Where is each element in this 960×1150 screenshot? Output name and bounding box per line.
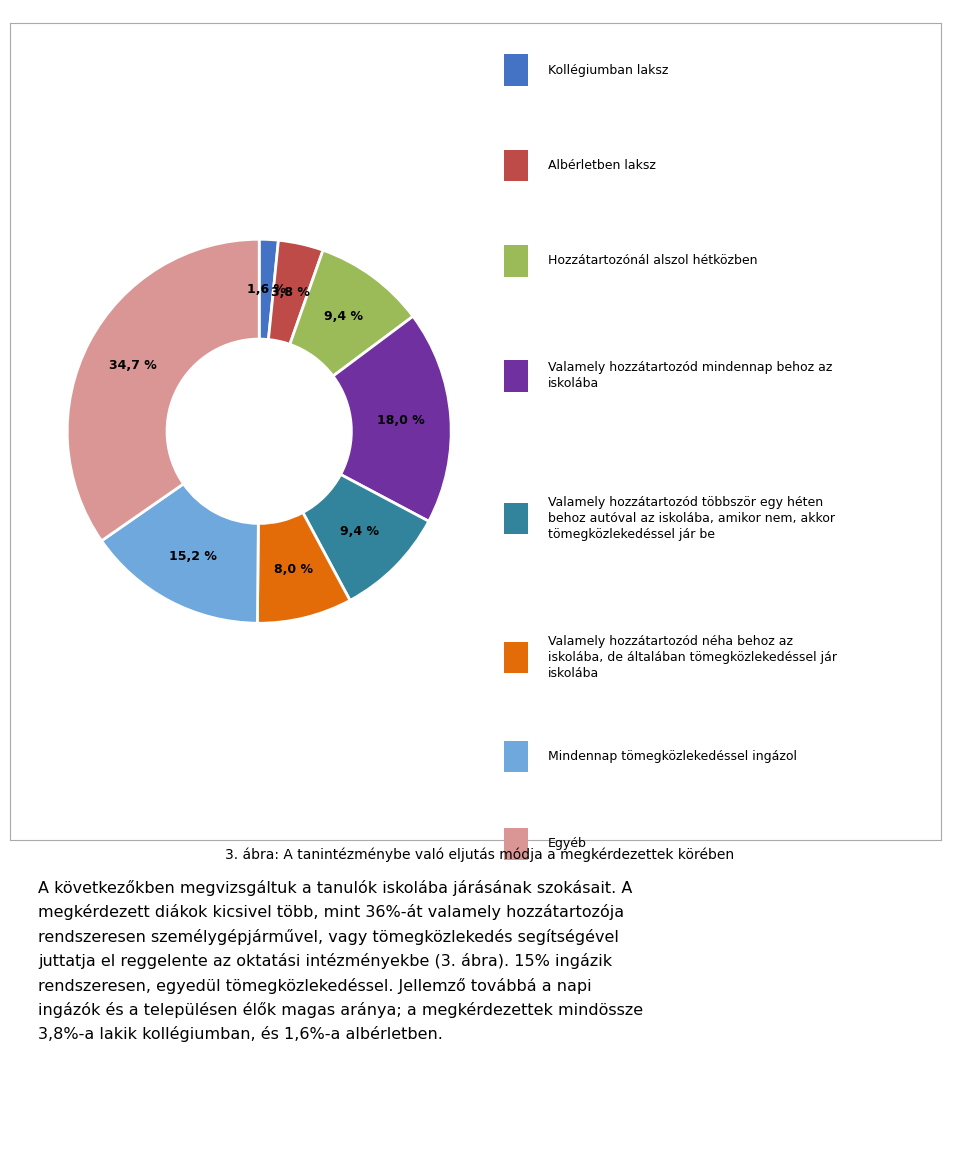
Text: 3,8 %: 3,8 %: [271, 286, 310, 299]
Wedge shape: [333, 316, 451, 521]
Text: Valamely hozzátartozód néha behoz az
iskolába, de általában tömegközlekedéssel j: Valamely hozzátartozód néha behoz az isk…: [548, 635, 837, 680]
Text: 18,0 %: 18,0 %: [377, 414, 424, 427]
Text: Hozzátartozónál alszol hétközben: Hozzátartozónál alszol hétközben: [548, 254, 757, 267]
Text: Kollégiumban laksz: Kollégiumban laksz: [548, 63, 668, 77]
Text: A következőkben megvizsgáltuk a tanulók iskolába járásának szokásait. A
megkérde: A következőkben megvizsgáltuk a tanulók …: [38, 880, 643, 1042]
Text: 1,6 %: 1,6 %: [247, 283, 286, 296]
Bar: [504, 245, 528, 276]
Wedge shape: [290, 251, 413, 376]
Text: Mindennap tömegközlekedéssel ingázol: Mindennap tömegközlekedéssel ingázol: [548, 750, 797, 764]
Wedge shape: [269, 240, 323, 344]
Text: Valamely hozzátartozód mindennap behoz az
iskolába: Valamely hozzátartozód mindennap behoz a…: [548, 361, 832, 390]
Wedge shape: [259, 239, 278, 339]
Text: 8,0 %: 8,0 %: [274, 562, 313, 576]
Text: Egyéb: Egyéb: [548, 837, 587, 850]
Bar: [504, 642, 528, 673]
Bar: [504, 150, 528, 182]
Text: 15,2 %: 15,2 %: [169, 551, 217, 564]
Bar: [504, 360, 528, 391]
Bar: [504, 503, 528, 535]
Bar: [504, 54, 528, 86]
Wedge shape: [67, 239, 259, 540]
Wedge shape: [102, 484, 258, 623]
Wedge shape: [302, 475, 429, 600]
Text: 9,4 %: 9,4 %: [341, 526, 379, 538]
Text: 3. ábra: A tanintézménybe való eljutás módja a megkérdezettek körében: 3. ábra: A tanintézménybe való eljutás m…: [226, 848, 734, 862]
Wedge shape: [257, 513, 350, 623]
Bar: [504, 828, 528, 860]
Text: 34,7 %: 34,7 %: [109, 359, 157, 371]
Text: Albérletben laksz: Albérletben laksz: [548, 159, 656, 172]
Text: 9,4 %: 9,4 %: [324, 310, 363, 323]
Bar: [504, 741, 528, 773]
Text: Valamely hozzátartozód többször egy héten
behoz autóval az iskolába, amikor nem,: Valamely hozzátartozód többször egy héte…: [548, 496, 835, 540]
